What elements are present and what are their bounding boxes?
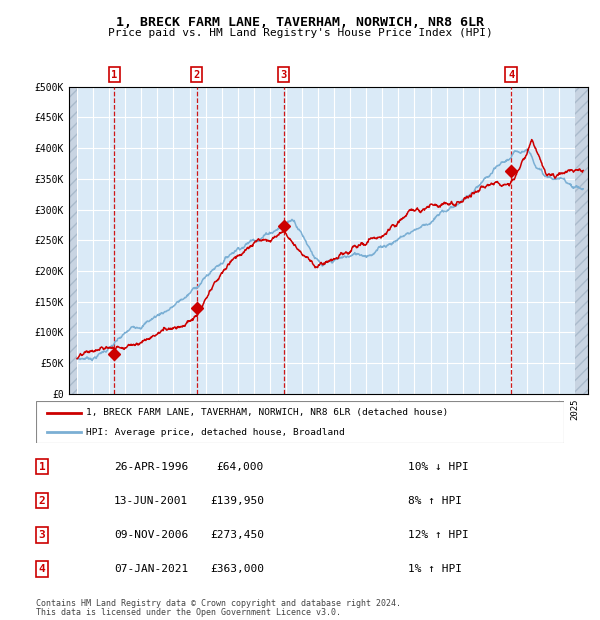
Text: 4: 4 (38, 564, 46, 574)
Text: 4: 4 (508, 69, 514, 79)
Text: 12% ↑ HPI: 12% ↑ HPI (408, 529, 469, 540)
Text: 1% ↑ HPI: 1% ↑ HPI (408, 564, 462, 574)
Text: 1, BRECK FARM LANE, TAVERHAM, NORWICH, NR8 6LR: 1, BRECK FARM LANE, TAVERHAM, NORWICH, N… (116, 16, 484, 29)
Bar (575, 87, 588, 394)
Text: 1: 1 (111, 69, 118, 79)
Text: 13-JUN-2001: 13-JUN-2001 (114, 495, 188, 506)
Text: 07-JAN-2021: 07-JAN-2021 (114, 564, 188, 574)
Text: 10% ↓ HPI: 10% ↓ HPI (408, 461, 469, 472)
Text: £273,450: £273,450 (210, 529, 264, 540)
Text: 09-NOV-2006: 09-NOV-2006 (114, 529, 188, 540)
Text: 1, BRECK FARM LANE, TAVERHAM, NORWICH, NR8 6LR (detached house): 1, BRECK FARM LANE, TAVERHAM, NORWICH, N… (86, 409, 448, 417)
Text: 26-APR-1996: 26-APR-1996 (114, 461, 188, 472)
Text: 8% ↑ HPI: 8% ↑ HPI (408, 495, 462, 506)
Text: 2: 2 (194, 69, 200, 79)
Text: Contains HM Land Registry data © Crown copyright and database right 2024.: Contains HM Land Registry data © Crown c… (36, 600, 401, 608)
Text: This data is licensed under the Open Government Licence v3.0.: This data is licensed under the Open Gov… (36, 608, 341, 617)
Text: HPI: Average price, detached house, Broadland: HPI: Average price, detached house, Broa… (86, 428, 345, 437)
Text: £64,000: £64,000 (217, 461, 264, 472)
Bar (69, 87, 77, 394)
Text: 1: 1 (38, 461, 46, 472)
Text: 3: 3 (281, 69, 287, 79)
Text: Price paid vs. HM Land Registry's House Price Index (HPI): Price paid vs. HM Land Registry's House … (107, 28, 493, 38)
Text: £139,950: £139,950 (210, 495, 264, 506)
Text: £363,000: £363,000 (210, 564, 264, 574)
Text: 2: 2 (38, 495, 46, 506)
Text: 3: 3 (38, 529, 46, 540)
